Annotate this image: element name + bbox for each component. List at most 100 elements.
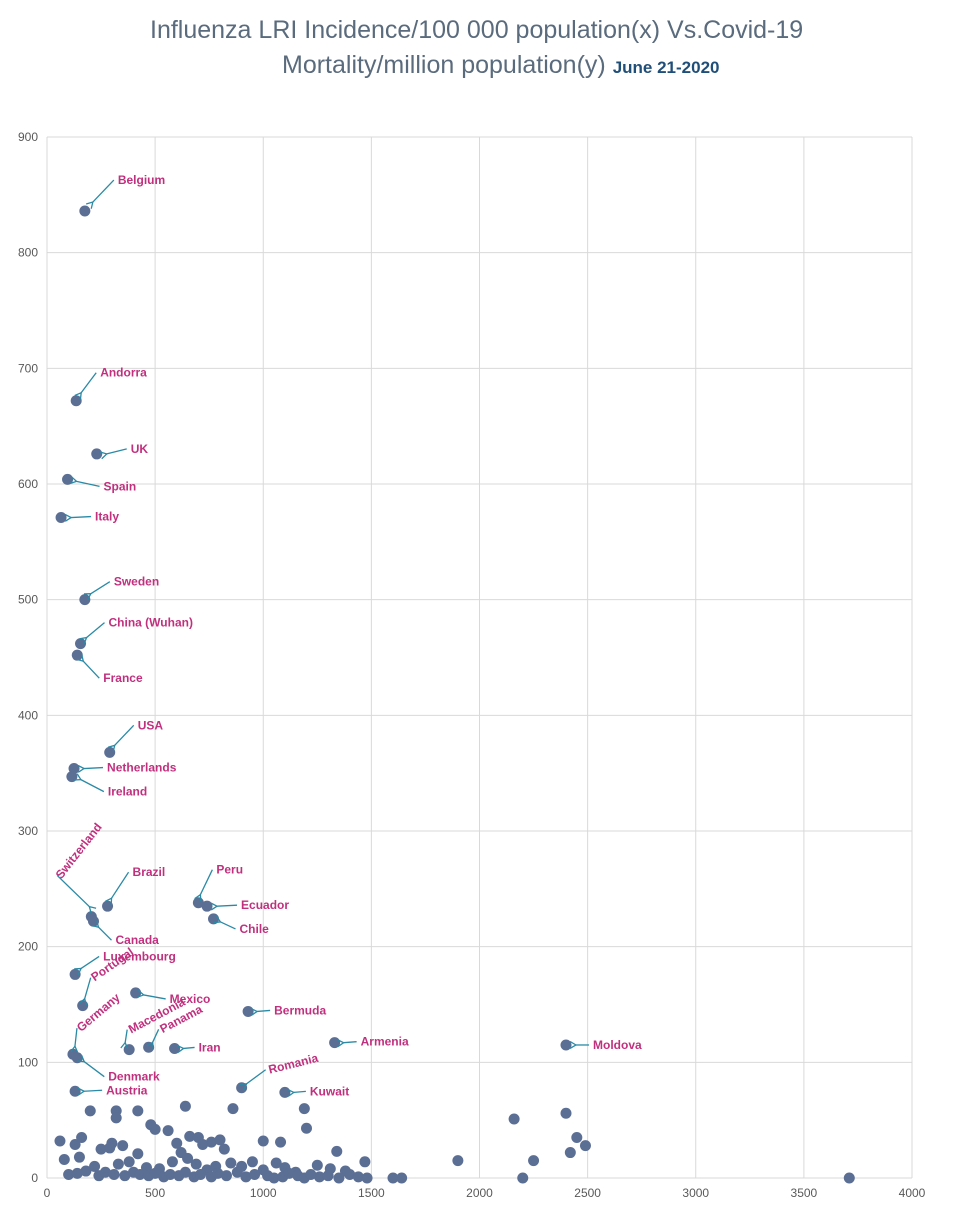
point-label: Bermuda (274, 1003, 326, 1017)
data-point (528, 1155, 540, 1167)
label-arrow (81, 372, 97, 393)
data-point (333, 1172, 345, 1184)
tick-labels: 0 500 1000 1500 2000 2500 3000 3500 4000 0 100 200 3… (18, 130, 926, 1200)
data-point (108, 1169, 120, 1181)
labeled-data-point (55, 512, 67, 524)
point-label: Brazil (133, 865, 166, 879)
data-point (283, 1167, 295, 1179)
label-arrow (93, 179, 115, 202)
data-point (298, 1103, 310, 1115)
data-point (89, 1160, 101, 1172)
labeled-data-point (560, 1039, 572, 1051)
data-point (359, 1156, 371, 1168)
label-arrow (247, 1069, 267, 1084)
chart-title-line2: Mortality/million population(y) (282, 51, 606, 79)
label-arrow (115, 724, 135, 745)
y-tick-label: 300 (18, 824, 38, 838)
data-point (452, 1155, 464, 1167)
data-point (104, 1142, 116, 1154)
data-point (71, 1167, 83, 1179)
x-tick-label: 3000 (682, 1186, 709, 1200)
x-tick-label: 500 (145, 1186, 165, 1200)
point-label: Belgium (118, 173, 165, 187)
data-point (344, 1169, 356, 1181)
data-point (396, 1172, 408, 1184)
label-arrow (184, 1047, 195, 1048)
labeled-data-point (329, 1037, 341, 1049)
label-arrow (98, 927, 112, 941)
point-label: Ecuador (241, 898, 289, 912)
y-tick-label: 500 (18, 593, 38, 607)
label-arrow (83, 661, 100, 679)
point-label: France (103, 671, 143, 685)
data-point (361, 1172, 373, 1184)
y-tick-label: 400 (18, 708, 38, 722)
y-tick-label: 100 (18, 1055, 38, 1069)
y-tick-label: 900 (18, 130, 38, 144)
data-point (275, 1136, 287, 1148)
point-label: Spain (104, 479, 137, 493)
data-point (149, 1123, 161, 1135)
data-point (182, 1152, 194, 1164)
data-point (73, 1151, 85, 1163)
point-label: Kuwait (310, 1084, 349, 1098)
labeled-data-point (71, 649, 83, 661)
labeled-data-point (130, 987, 142, 999)
point-labels: Belgium Andorra UK Spain Italy Sweden China (W… (53, 173, 642, 1098)
label-arrow (56, 875, 89, 907)
point-label: Italy (95, 510, 119, 524)
data-point (249, 1169, 261, 1181)
point-label: Romania (267, 1051, 320, 1077)
labeled-data-point (91, 448, 103, 460)
data-point (517, 1172, 529, 1184)
data-point (231, 1166, 243, 1178)
data-point (164, 1169, 176, 1181)
label-arrow (75, 1028, 77, 1046)
data-point (179, 1100, 191, 1112)
x-tick-label: 2500 (574, 1186, 601, 1200)
data-point (112, 1158, 124, 1170)
label-arrow (81, 955, 100, 968)
point-label: Mexico (170, 992, 211, 1006)
data-point (508, 1113, 520, 1125)
point-label: Netherlands (107, 761, 177, 775)
data-point (149, 1167, 161, 1179)
label-arrow (91, 581, 111, 594)
data-point (119, 1170, 131, 1182)
data-point (84, 1105, 96, 1117)
data-point (80, 1165, 92, 1177)
label-arrow (107, 448, 127, 454)
point-label: Andorra (100, 366, 147, 380)
labeled-data-point (69, 968, 81, 980)
labeled-data-point (79, 594, 91, 606)
data-points (54, 205, 855, 1184)
labeled-data-point (169, 1042, 181, 1054)
data-point (162, 1125, 174, 1137)
data-point (110, 1112, 122, 1124)
x-tick-label: 2000 (466, 1186, 493, 1200)
data-point (218, 1143, 230, 1155)
x-tick-label: 1500 (358, 1186, 385, 1200)
chart-title-line1: Influenza LRI Incidence/100 000 populati… (150, 16, 804, 44)
label-arrow (257, 1010, 271, 1011)
data-point (95, 1143, 107, 1155)
data-point (352, 1171, 364, 1183)
labeled-data-point (279, 1086, 291, 1098)
data-point (246, 1156, 258, 1168)
data-point (227, 1103, 239, 1115)
point-label: Ireland (108, 785, 147, 799)
data-point (166, 1156, 178, 1168)
labeled-data-point (77, 1000, 89, 1012)
labeled-data-point (87, 915, 99, 927)
labeled-data-point (70, 395, 82, 407)
y-tick-label: 0 (31, 1171, 38, 1185)
y-tick-label: 200 (18, 940, 38, 954)
data-point (132, 1105, 144, 1117)
label-arrow (153, 1029, 160, 1042)
data-point (205, 1136, 217, 1148)
data-point (240, 1171, 252, 1183)
point-label: Moldova (593, 1038, 642, 1052)
point-label: Austria (106, 1083, 148, 1097)
label-arrow (294, 1091, 306, 1092)
